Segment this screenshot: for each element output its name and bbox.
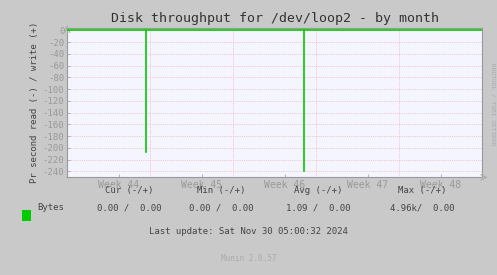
- Text: 0.00 /  0.00: 0.00 / 0.00: [189, 204, 253, 213]
- Text: Min (-/+): Min (-/+): [197, 186, 246, 195]
- Text: Last update: Sat Nov 30 05:00:32 2024: Last update: Sat Nov 30 05:00:32 2024: [149, 227, 348, 236]
- Text: 4.96k/  0.00: 4.96k/ 0.00: [390, 204, 455, 213]
- Y-axis label: Pr second read (-) / write (+): Pr second read (-) / write (+): [30, 22, 39, 183]
- Text: 0.00 /  0.00: 0.00 / 0.00: [97, 204, 162, 213]
- Text: Max (-/+): Max (-/+): [398, 186, 447, 195]
- Text: Avg (-/+): Avg (-/+): [294, 186, 342, 195]
- Text: Cur (-/+): Cur (-/+): [105, 186, 154, 195]
- Text: Bytes: Bytes: [37, 204, 64, 213]
- Title: Disk throughput for /dev/loop2 - by month: Disk throughput for /dev/loop2 - by mont…: [111, 12, 438, 25]
- Text: Munin 2.0.57: Munin 2.0.57: [221, 254, 276, 263]
- Text: 1.09 /  0.00: 1.09 / 0.00: [286, 204, 350, 213]
- Text: RRDTOOL / TOBI OETIKER: RRDTOOL / TOBI OETIKER: [491, 63, 496, 146]
